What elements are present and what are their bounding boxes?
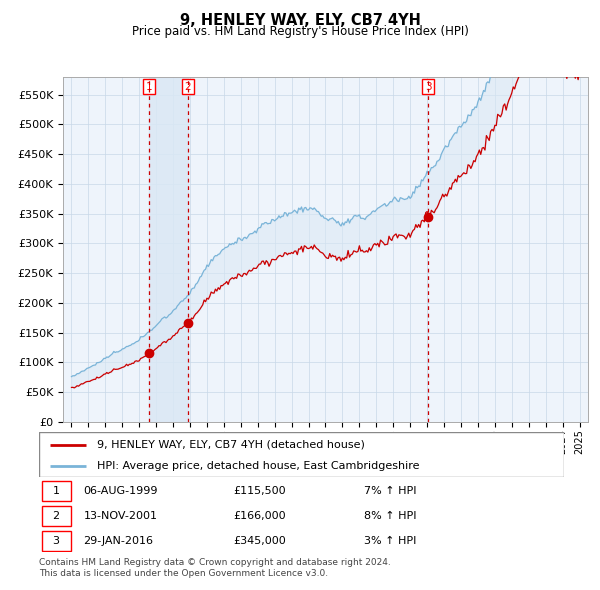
Text: 2: 2 — [185, 82, 191, 92]
Text: £166,000: £166,000 — [233, 511, 286, 520]
Text: £115,500: £115,500 — [233, 486, 286, 496]
Text: 1: 1 — [53, 486, 59, 496]
Text: 29-JAN-2016: 29-JAN-2016 — [83, 536, 154, 546]
Text: 9, HENLEY WAY, ELY, CB7 4YH: 9, HENLEY WAY, ELY, CB7 4YH — [179, 13, 421, 28]
Text: 1: 1 — [146, 82, 152, 92]
Text: Contains HM Land Registry data © Crown copyright and database right 2024.: Contains HM Land Registry data © Crown c… — [39, 558, 391, 566]
Text: 3: 3 — [425, 82, 431, 92]
Bar — [149, 77, 188, 422]
FancyBboxPatch shape — [41, 531, 71, 551]
Text: 06-AUG-1999: 06-AUG-1999 — [83, 486, 158, 496]
Text: 8% ↑ HPI: 8% ↑ HPI — [365, 511, 417, 520]
Text: 2: 2 — [53, 511, 59, 520]
Text: 7% ↑ HPI: 7% ↑ HPI — [365, 486, 417, 496]
Text: 13-NOV-2001: 13-NOV-2001 — [83, 511, 158, 520]
Text: 3% ↑ HPI: 3% ↑ HPI — [365, 536, 417, 546]
Text: HPI: Average price, detached house, East Cambridgeshire: HPI: Average price, detached house, East… — [97, 461, 419, 471]
Text: 3: 3 — [53, 536, 59, 546]
FancyBboxPatch shape — [41, 506, 71, 526]
Text: £345,000: £345,000 — [233, 536, 286, 546]
Text: This data is licensed under the Open Government Licence v3.0.: This data is licensed under the Open Gov… — [39, 569, 328, 578]
Text: 9, HENLEY WAY, ELY, CB7 4YH (detached house): 9, HENLEY WAY, ELY, CB7 4YH (detached ho… — [97, 440, 365, 450]
Text: Price paid vs. HM Land Registry's House Price Index (HPI): Price paid vs. HM Land Registry's House … — [131, 25, 469, 38]
FancyBboxPatch shape — [41, 481, 71, 502]
